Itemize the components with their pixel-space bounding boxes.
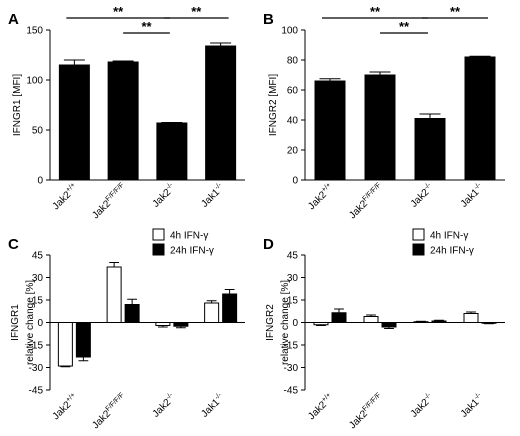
legend-label: 24h IFN-γ [170,246,214,257]
y-tick-label: 50 [32,126,44,137]
bar [431,320,447,323]
y-tick-label: 0 [292,176,298,187]
bar [106,266,122,323]
y-tick-label: -30 [29,363,44,374]
bar [75,322,91,358]
panel-b: B 0 20 40 60 80 100 IFNGR2 [MFI] Jak2+/+ Jak2F/F/… [263,4,505,221]
y-tick-label: 20 [287,146,299,157]
y-axis-label: IFNGR2 [265,304,276,341]
y-tick-label: 100 [26,76,43,87]
x-category-label: Jak2+/+ [50,392,81,423]
bar [204,302,220,323]
panel-d: D -45 -30 -15 0 15 30 45 IFNGR2 relative change [… [263,228,505,432]
y-tick-label: -45 [29,386,44,397]
significance-label: ** [113,4,124,19]
x-category-label: Jak2+/+ [306,182,337,213]
y-tick-label: 0 [37,318,43,329]
legend-swatch [412,228,425,241]
legend-label: 4h IFN-γ [170,231,208,242]
legend-label: 24h IFN-γ [430,246,474,257]
y-tick-label: -45 [284,386,299,397]
legend-swatch [152,228,165,241]
y-tick-label: 100 [281,26,298,37]
bar [413,321,429,323]
y-tick-label: 60 [287,86,299,97]
x-category-label: Jak2-/- [150,181,179,210]
y-tick-label: 30 [32,273,44,284]
bar [313,322,329,326]
panel-letter: B [263,11,274,28]
bar [414,118,446,181]
y-axis-label-secondary: relative change [%] [25,280,36,365]
significance-label: ** [370,4,381,19]
legend-swatch [412,243,425,256]
x-category-label: Jak2-/- [408,391,437,420]
panel-letter: A [8,11,19,28]
y-tick-label: 45 [32,251,44,262]
y-axis-label: IFNGR1 [10,304,21,341]
x-category-label: Jak1-/- [458,181,487,210]
bar [381,322,397,328]
x-category-label: Jak1-/- [199,391,228,420]
x-category-label: Jak1-/- [458,391,487,420]
y-tick-label: -15 [29,341,44,352]
panel-letter: C [8,236,19,253]
panel-a: A 0 50 100 150 IFNGR1 [MFI] Jak2+/+ Jak2F/F/F/F… [8,4,245,221]
significance-label: ** [450,4,461,19]
bar [363,316,379,323]
legend-label: 4h IFN-γ [430,231,468,242]
y-tick-label: -30 [284,363,299,374]
x-category-label: Jak2+/+ [306,392,337,423]
panel-c: C -45 -30 -15 0 15 30 45 IFNGR1 relative change [… [8,228,245,432]
bar [314,80,346,181]
bar [155,322,171,326]
y-tick-label: 0 [292,318,298,329]
bar [463,313,479,323]
y-tick-label: 15 [32,296,44,307]
bar [57,322,73,367]
y-tick-label: 45 [287,251,299,262]
x-category-label: Jak2F/F/F/F [346,182,386,222]
y-tick-label: 15 [287,296,299,307]
bar [222,293,238,323]
significance-label: ** [191,4,202,19]
y-tick-label: 0 [37,176,43,187]
y-tick-label: 40 [287,116,299,127]
significance-label: ** [141,19,152,34]
x-category-label: Jak1-/- [199,181,228,210]
bar [58,64,90,181]
significance-label: ** [399,19,410,34]
x-category-label: Jak2-/- [408,181,437,210]
y-axis-label: IFNGR2 [MFI] [268,74,279,136]
bar [331,312,347,323]
y-axis-label: IFNGR1 [MFI] [12,74,23,136]
bar [173,322,189,327]
y-tick-label: 150 [26,26,43,37]
y-tick-label: 80 [287,56,299,67]
bar [464,56,496,181]
x-category-label: Jak2+/+ [50,182,81,213]
y-axis-label-secondary: relative change [%] [280,280,291,365]
x-category-label: Jak2-/- [150,391,179,420]
bar [156,122,188,181]
y-tick-label: -15 [284,341,299,352]
panel-letter: D [263,236,274,253]
bar [205,45,237,181]
x-category-label: Jak2F/F/F/F [90,182,130,222]
bar [107,61,139,181]
y-tick-label: 30 [287,273,299,284]
legend-swatch [152,243,165,256]
x-category-label: Jak2F/F/F/F [90,392,130,432]
x-category-label: Jak2F/F/F/F [346,392,386,432]
bar [124,304,140,323]
bar [481,322,497,324]
bar [364,74,396,181]
